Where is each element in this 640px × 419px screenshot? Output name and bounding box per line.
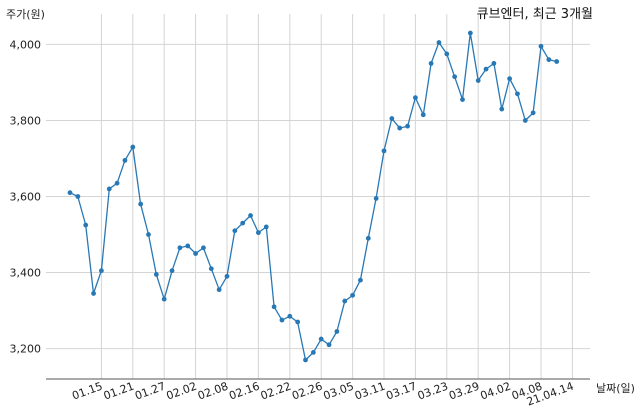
price-point [452,74,458,80]
price-point [342,298,348,304]
price-point [491,61,497,66]
price-point [106,186,112,192]
x-tick-label: 04.02 [479,380,513,403]
x-tick-label: 03.29 [447,380,481,403]
price-point [358,277,363,283]
x-tick-label: 01.21 [102,380,136,403]
x-tick-label: 03.17 [384,380,418,403]
tick-labels: 3,200 3,400 3,600 3,800 4,000 01.1501.2101.27… [10,38,576,408]
price-point [530,110,536,116]
price-point [263,224,269,230]
price-point [169,268,175,274]
y-tick-label: 3,600 [10,191,42,204]
price-point [467,30,473,36]
price-point [522,118,528,123]
price-point [554,59,560,64]
price-point [216,287,222,293]
price-point [405,123,410,129]
x-tick-label: 02.22 [259,380,293,403]
price-point [240,220,246,226]
price-point [428,61,434,66]
price-point [232,228,238,234]
y-tick-label: 3,200 [10,343,42,356]
y-tick-label: 4,000 [10,38,42,51]
price-point [389,116,395,121]
price-point [91,291,96,296]
price-point [248,213,253,218]
price-point [499,106,505,112]
price-point [99,268,104,274]
x-tick-label: 03.05 [322,380,356,403]
series-layer [67,30,560,363]
y-tick-label: 3,800 [10,114,42,127]
price-point [177,245,183,251]
price-point [483,66,489,72]
price-point [193,251,199,256]
price-point [114,180,120,186]
price-point [122,157,128,163]
grid-lines [46,14,590,379]
price-point [287,313,293,319]
price-point [256,230,261,236]
price-point [350,292,355,298]
price-point [326,342,332,348]
x-axis-label: 날짜(일) [596,381,635,395]
price-point [373,196,379,201]
chart-title: 큐브엔터, 최근 3개월 [477,7,593,22]
price-point [365,235,371,241]
price-point [334,329,340,334]
price-point [146,232,151,237]
price-point [83,222,89,228]
price-point [201,245,206,251]
price-point [515,91,520,97]
price-point [130,144,136,150]
price-point [138,201,144,207]
price-point [75,194,81,199]
price-point [397,125,403,131]
price-point [295,319,301,325]
price-point [310,349,316,355]
price-point [153,272,159,277]
price-point [444,51,450,57]
price-point [208,266,214,272]
price-point [185,243,191,249]
price-point [460,97,465,102]
price-point [538,43,544,49]
y-tick-label: 3,400 [10,267,42,280]
x-tick-label: 02.02 [165,380,199,403]
price-point [475,78,481,83]
price-point [507,76,512,82]
y-axis-label: 주가(원) [6,8,45,21]
price-point [161,296,167,302]
x-tick-label: 02.08 [196,380,230,403]
price-point [381,148,387,154]
price-point [279,317,285,323]
price-point [271,304,277,310]
x-tick-label: 03.11 [353,380,387,403]
price-point [413,95,418,101]
x-tick-label: 01.27 [133,380,167,403]
price-point [420,112,426,118]
x-tick-label: 02.26 [290,380,324,403]
x-tick-label: 02.16 [227,380,261,403]
price-point [318,336,324,342]
price-point [224,273,230,279]
price-point [546,57,552,63]
price-point [436,40,442,45]
x-tick-label: 01.15 [70,380,104,403]
x-tick-label: 03.23 [416,380,450,403]
price-point [303,357,308,363]
price-point [67,190,73,196]
